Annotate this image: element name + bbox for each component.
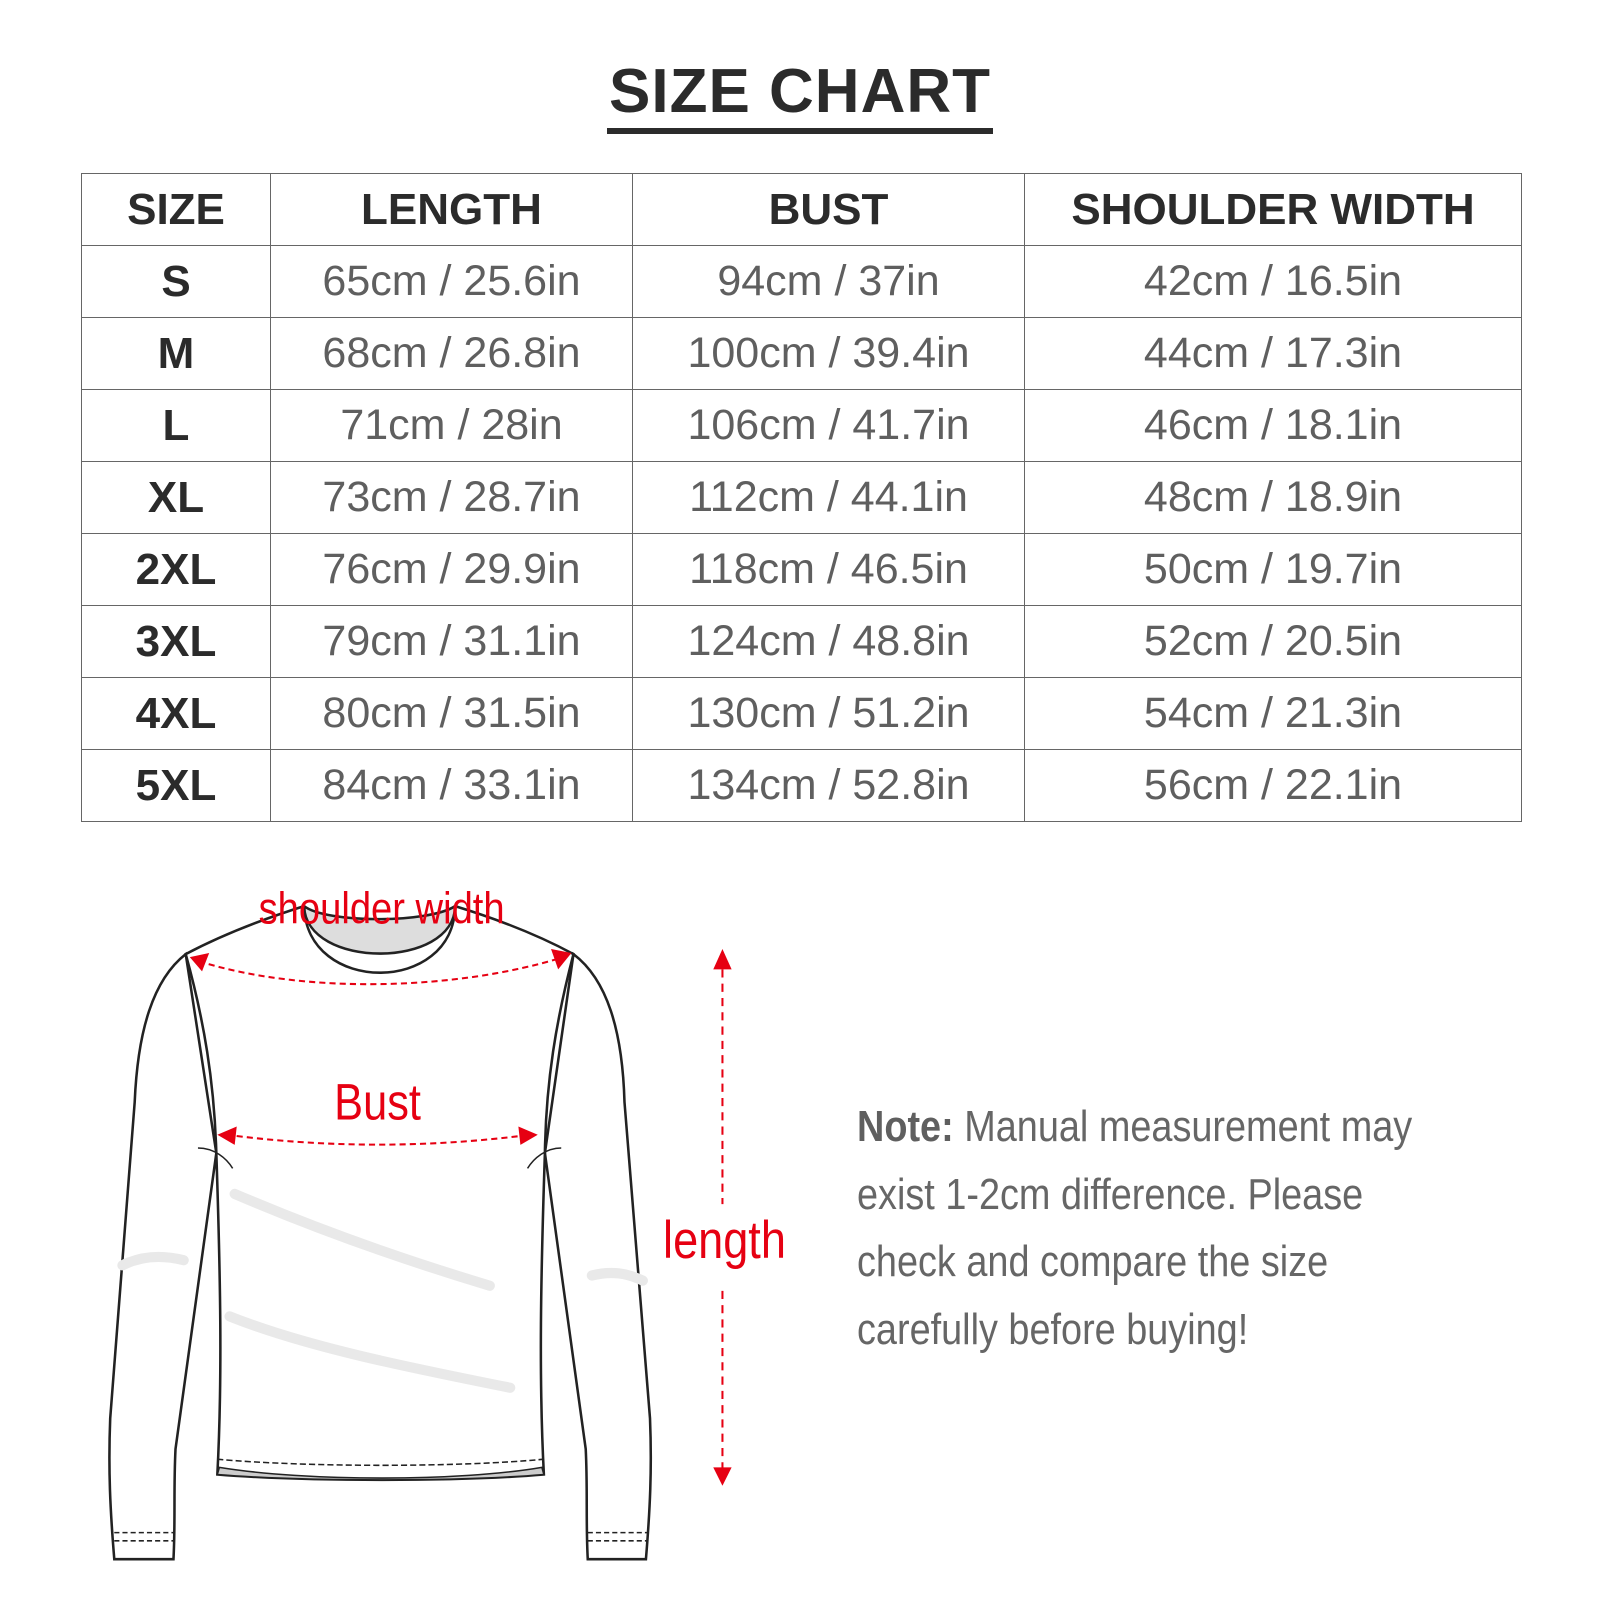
cell-length: 80cm / 31.5in: [270, 677, 633, 750]
cell-shoulder-width: 50cm / 19.7in: [1024, 533, 1522, 606]
table-row: 2XL 76cm / 29.9in 118cm / 46.5in 50cm / 19.…: [81, 533, 1522, 606]
length-arrow: [713, 948, 732, 1486]
cell-length: 73cm / 28.7in: [270, 461, 633, 534]
size-table: SIZE LENGTH BUST SHOULDER WIDTH S 65cm / …: [81, 173, 1522, 822]
cell-length: 68cm / 26.8in: [270, 317, 633, 390]
cell-size: 2XL: [81, 533, 271, 606]
shirt-shading: [117, 1188, 648, 1393]
header-size: SIZE: [81, 173, 271, 246]
cell-size: S: [81, 245, 271, 318]
bust-arrow: [217, 1126, 538, 1146]
table-row: S 65cm / 25.6in 94cm / 37in 42cm / 16.5in: [81, 245, 1522, 318]
cell-shoulder-width: 44cm / 17.3in: [1024, 317, 1522, 390]
header-shoulder-width: SHOULDER WIDTH: [1024, 173, 1522, 246]
table-row: M 68cm / 26.8in 100cm / 39.4in 44cm / 17.3i…: [81, 317, 1522, 390]
cell-shoulder-width: 48cm / 18.9in: [1024, 461, 1522, 534]
table-row: XL 73cm / 28.7in 112cm / 44.1in 48cm / 18.9…: [81, 461, 1522, 534]
cell-bust: 124cm / 48.8in: [632, 605, 1025, 678]
cell-size: 5XL: [81, 749, 271, 822]
note-line: Manual measurement may: [964, 1102, 1413, 1151]
cell-length: 65cm / 25.6in: [270, 245, 633, 318]
cell-size: 4XL: [81, 677, 271, 750]
cell-size: XL: [81, 461, 271, 534]
shoulder-width-arrow: [189, 948, 572, 986]
table-row: 3XL 79cm / 31.1in 124cm / 48.8in 52cm / 20.…: [81, 605, 1522, 678]
shirt-outline: [108, 903, 653, 1561]
cell-bust: 112cm / 44.1in: [632, 461, 1025, 534]
cell-length: 76cm / 29.9in: [270, 533, 633, 606]
cell-bust: 118cm / 46.5in: [632, 533, 1025, 606]
cell-bust: 134cm / 52.8in: [632, 749, 1025, 822]
cell-shoulder-width: 52cm / 20.5in: [1024, 605, 1522, 678]
cell-bust: 130cm / 51.2in: [632, 677, 1025, 750]
note-line: check and compare the size: [857, 1237, 1329, 1286]
header-bust: BUST: [632, 173, 1025, 246]
cell-bust: 106cm / 41.7in: [632, 389, 1025, 462]
cell-length: 79cm / 31.1in: [270, 605, 633, 678]
note-text: Note: Manual measurement may exist 1-2cm…: [857, 1093, 1476, 1363]
note-label: Note:: [857, 1102, 954, 1151]
cell-length: 71cm / 28in: [270, 389, 633, 462]
cell-bust: 94cm / 37in: [632, 245, 1025, 318]
cell-size: 3XL: [81, 605, 271, 678]
cell-size: M: [81, 317, 271, 390]
note-line: carefully before buying!: [857, 1304, 1249, 1354]
table-row: 4XL 80cm / 31.5in 130cm / 51.2in 54cm / 21.…: [81, 677, 1522, 750]
cell-shoulder-width: 42cm / 16.5in: [1024, 245, 1522, 318]
shoulder-width-label: shoulder width: [259, 883, 505, 934]
note-line: exist 1-2cm difference. Please: [857, 1169, 1364, 1219]
cell-bust: 100cm / 39.4in: [632, 317, 1025, 390]
length-label: length: [663, 1211, 786, 1270]
page-title: SIZE CHART: [0, 56, 1600, 134]
table-header-row: SIZE LENGTH BUST SHOULDER WIDTH: [81, 173, 1522, 246]
cell-shoulder-width: 46cm / 18.1in: [1024, 389, 1522, 462]
cell-shoulder-width: 54cm / 21.3in: [1024, 677, 1522, 750]
cell-shoulder-width: 56cm / 22.1in: [1024, 749, 1522, 822]
table-row: 5XL 84cm / 33.1in 134cm / 52.8in 56cm / 22.…: [81, 749, 1522, 822]
cell-length: 84cm / 33.1in: [270, 749, 633, 822]
table-row: L 71cm / 28in 106cm / 41.7in 46cm / 18.1in: [81, 389, 1522, 462]
bust-label: Bust: [334, 1074, 421, 1131]
